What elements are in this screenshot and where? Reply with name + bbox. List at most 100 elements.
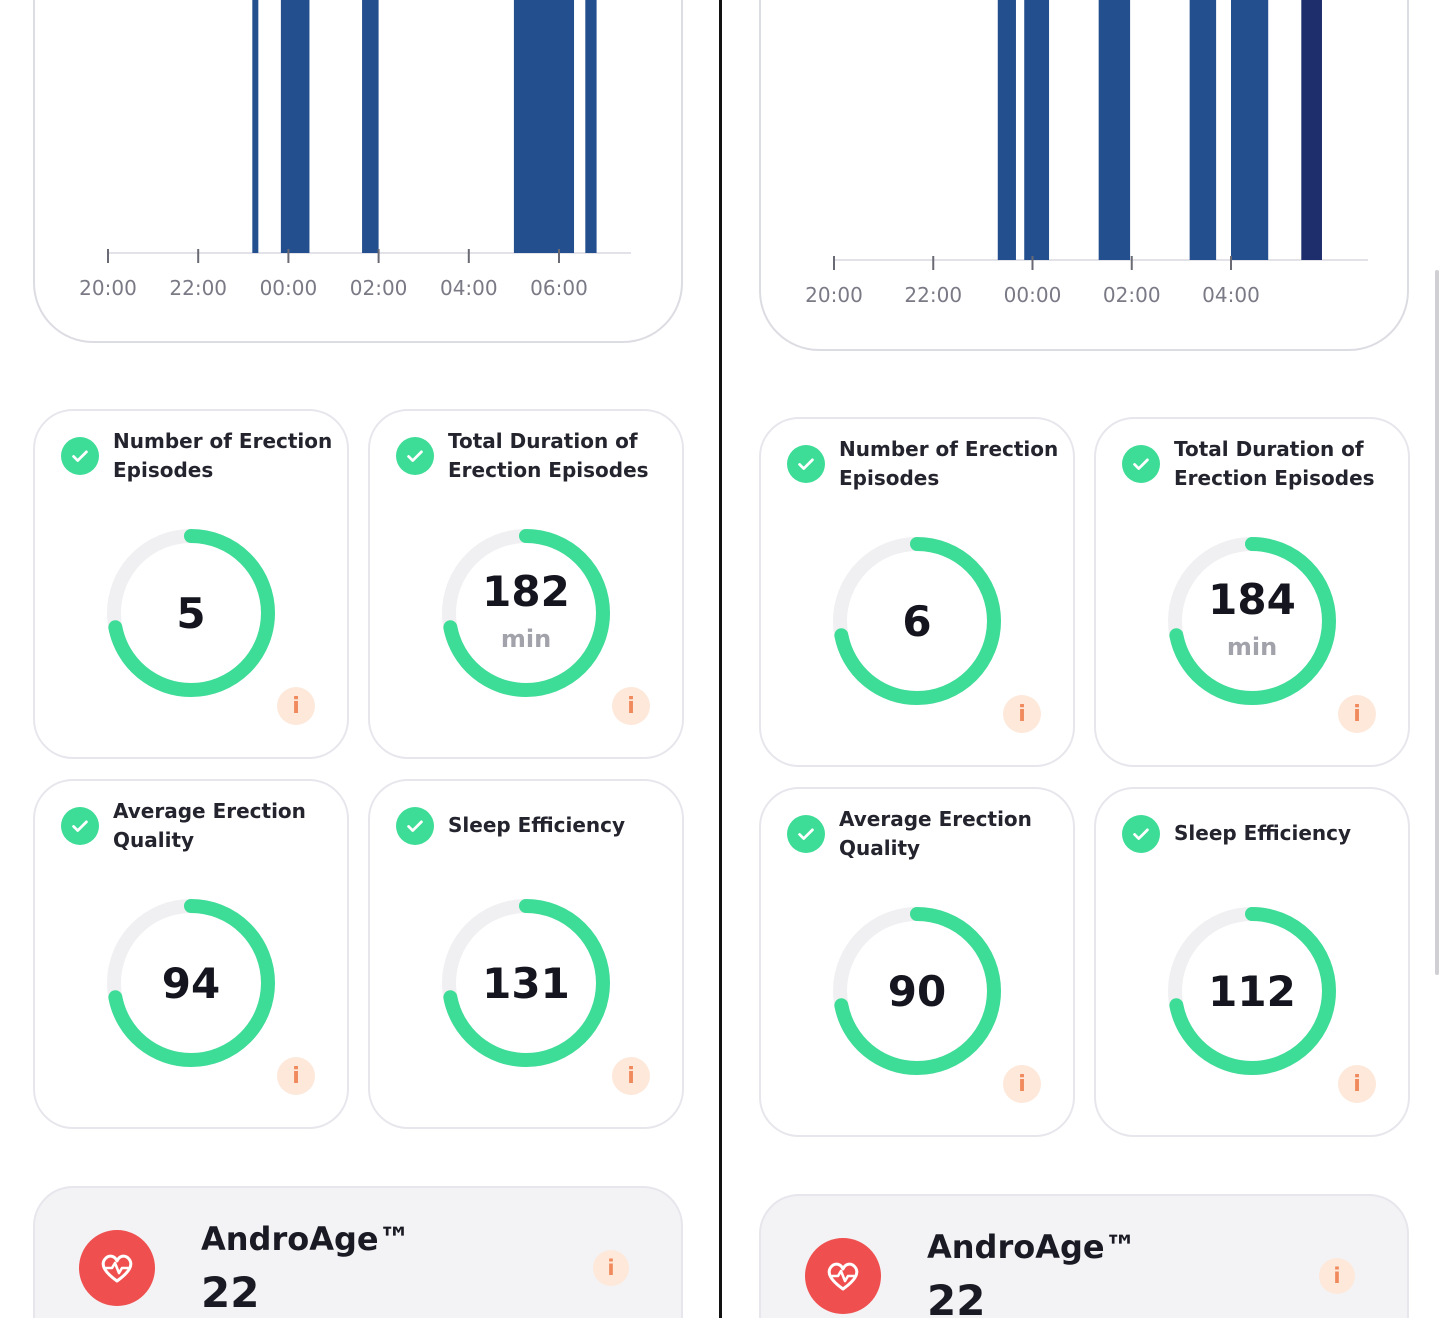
episode-bar	[513, 0, 575, 253]
x-tick-label: 20:00	[805, 283, 863, 307]
check-icon	[787, 815, 825, 853]
check-icon	[787, 445, 825, 483]
metric-title: Number of Erection Episodes	[839, 437, 1059, 490]
x-tick-label: 00:00	[260, 276, 318, 300]
info-icon[interactable]: i	[1338, 1065, 1376, 1103]
ring-graphic	[442, 899, 610, 1067]
check-icon	[1122, 815, 1160, 853]
ring-graphic	[833, 907, 1001, 1075]
info-icon[interactable]: i	[612, 687, 650, 725]
scrollbar[interactable]	[1435, 270, 1439, 975]
info-icon[interactable]: i	[612, 1057, 650, 1095]
info-icon[interactable]: i	[1338, 695, 1376, 733]
androage-value: 22	[927, 1276, 986, 1318]
x-tick-label: 04:00	[1202, 283, 1260, 307]
info-icon[interactable]: i	[277, 1057, 315, 1095]
androage-card[interactable]: AndroAge™ 22 i	[759, 1194, 1409, 1318]
erection-timeline-chart: 20:00 22:00 00:00 02:00 04:00	[805, 0, 1368, 307]
episode-bar	[1231, 0, 1269, 260]
metric-title: Sleep Efficiency	[448, 813, 626, 837]
ring-progress-arc	[1168, 907, 1336, 1075]
episode-bar	[1024, 0, 1050, 260]
ring-graphic	[1168, 537, 1336, 705]
x-tick-label: 20:00	[79, 276, 137, 300]
info-icon[interactable]: i	[593, 1250, 629, 1286]
erection-timeline-chart: 20:00 22:00 00:00 02:00 04:00 06:00	[79, 0, 631, 300]
metric-card-episodes[interactable]: Number of Erection Episodes 6 i	[759, 417, 1075, 767]
info-icon[interactable]: i	[277, 687, 315, 725]
metric-card-quality[interactable]: Average Erection Quality 94 i	[33, 779, 349, 1129]
ring-progress-arc	[833, 907, 1001, 1075]
metric-card-quality[interactable]: Average Erection Quality 90 i	[759, 787, 1075, 1137]
x-tick-label: 06:00	[530, 276, 588, 300]
erection-timeline-card: 20:00 22:00 00:00 02:00 04:00 06:00	[33, 0, 683, 343]
metric-value: 5	[176, 588, 206, 638]
episode-bar	[585, 0, 597, 253]
heart-pulse-icon	[805, 1238, 881, 1314]
ring-graphic	[1168, 907, 1336, 1075]
androage-title: AndroAge™	[927, 1228, 1137, 1266]
x-tick-label: 02:00	[1103, 283, 1161, 307]
metric-card-duration[interactable]: Total Duration of Erection Episodes 184 …	[1094, 417, 1410, 767]
report-panel-right: 20:00 22:00 00:00 02:00 04:00 Number of Erec…	[726, 0, 1440, 1318]
metric-value: 94	[161, 958, 221, 1008]
androage-card[interactable]: AndroAge™ 22 i	[33, 1186, 683, 1318]
ring-progress-arc	[1168, 537, 1336, 705]
metric-card-duration[interactable]: Total Duration of Erection Episodes 182 …	[368, 409, 684, 759]
ring-progress-arc	[833, 537, 1001, 705]
report-panel-left: 20:00 22:00 00:00 02:00 04:00 06:00 Number of…	[33, 0, 684, 1318]
info-icon[interactable]: i	[1003, 695, 1041, 733]
check-icon	[396, 437, 434, 475]
episode-bar	[280, 0, 310, 253]
x-tick-label: 22:00	[169, 276, 227, 300]
episode-bar	[252, 0, 259, 253]
ring-graphic	[107, 529, 275, 697]
ring-graphic	[442, 529, 610, 697]
progress-ring: 6	[833, 537, 1001, 705]
metric-title: Total Duration of Erection Episodes	[1174, 437, 1375, 490]
androage-value: 22	[201, 1268, 260, 1317]
ring-graphic	[833, 537, 1001, 705]
check-icon	[1122, 445, 1160, 483]
x-tick-label: 22:00	[904, 283, 962, 307]
x-tick-label: 04:00	[440, 276, 498, 300]
check-icon	[61, 437, 99, 475]
episode-bar	[1098, 0, 1131, 260]
progress-ring: 5	[107, 529, 275, 697]
info-icon[interactable]: i	[1003, 1065, 1041, 1103]
progress-ring: 112	[1168, 907, 1336, 1075]
metric-title: Number of Erection Episodes	[113, 429, 333, 482]
info-icon[interactable]: i	[1319, 1258, 1355, 1294]
metric-title: Sleep Efficiency	[1174, 821, 1352, 845]
metric-unit: min	[1226, 633, 1278, 661]
episode-bar	[362, 0, 379, 253]
metric-card-sleep[interactable]: Sleep Efficiency 112 i	[1094, 787, 1410, 1137]
panel-divider	[719, 0, 722, 1318]
metric-value: 90	[887, 966, 947, 1016]
progress-ring: 94	[107, 899, 275, 1067]
metric-value: 184	[1208, 574, 1296, 624]
metric-value: 131	[482, 958, 570, 1008]
metric-title: Average Erection Quality	[839, 807, 1032, 860]
ring-progress-arc	[442, 899, 610, 1067]
ring-progress-arc	[442, 529, 610, 697]
ring-graphic	[107, 899, 275, 1067]
x-tick-label: 02:00	[350, 276, 408, 300]
metric-value: 6	[902, 596, 932, 646]
metric-title: Average Erection Quality	[113, 799, 306, 852]
metric-value: 112	[1208, 966, 1296, 1016]
progress-ring: 90	[833, 907, 1001, 1075]
progress-ring: 182 min	[442, 529, 610, 697]
metric-title: Total Duration of Erection Episodes	[448, 429, 649, 482]
x-tick-label: 00:00	[1004, 283, 1062, 307]
metric-unit: min	[500, 625, 552, 653]
metric-card-episodes[interactable]: Number of Erection Episodes 5 i	[33, 409, 349, 759]
androage-title: AndroAge™	[201, 1220, 411, 1258]
ring-progress-arc	[107, 899, 275, 1067]
check-icon	[396, 807, 434, 845]
episode-bar	[1189, 0, 1217, 260]
progress-ring: 184 min	[1168, 537, 1336, 705]
episode-bar	[997, 0, 1016, 260]
heart-pulse-icon	[79, 1230, 155, 1306]
metric-card-sleep[interactable]: Sleep Efficiency 131 i	[368, 779, 684, 1129]
